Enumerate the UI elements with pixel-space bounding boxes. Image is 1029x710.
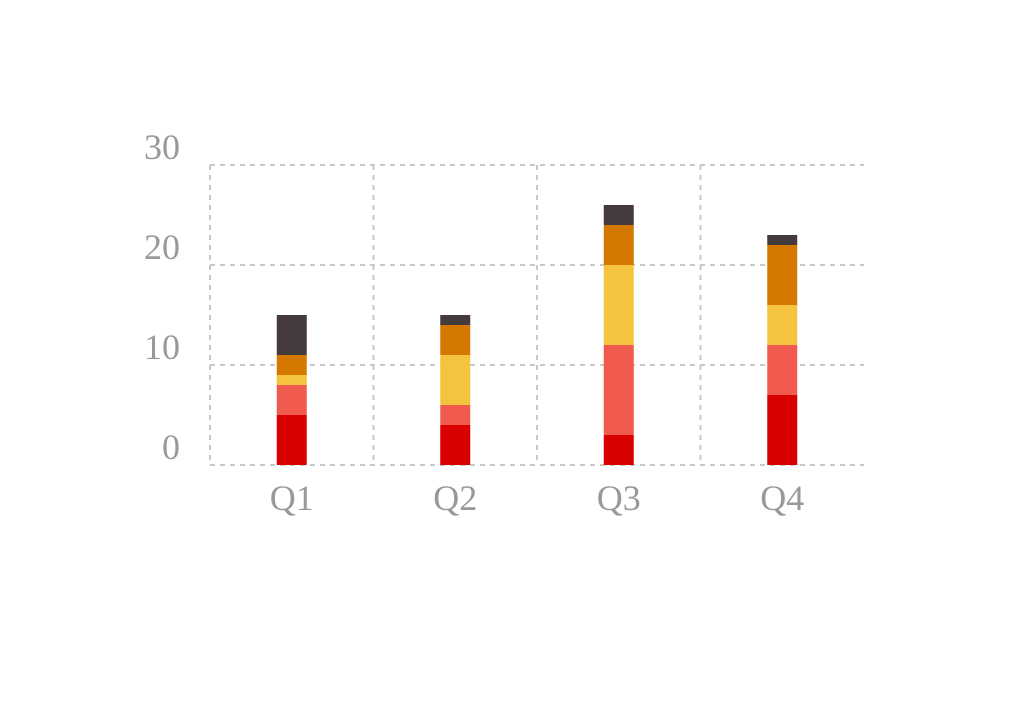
x-tick-label: Q4	[760, 478, 804, 518]
bar-segment-q1-series-3	[276, 375, 307, 385]
bar-segment-q2-series-1	[440, 425, 471, 465]
y-tick-label: 30	[144, 127, 180, 167]
x-tick-label: Q2	[433, 478, 477, 518]
bar-segment-q3-series-1	[603, 435, 634, 465]
bar-segment-q4-series-2	[767, 345, 798, 395]
bar-segment-q1-series-4	[276, 355, 307, 375]
bar-segment-q2-series-3	[440, 355, 471, 405]
bar-segment-q4-series-1	[767, 395, 798, 465]
bar-segment-q4-series-3	[767, 305, 798, 345]
y-tick-label: 10	[144, 327, 180, 367]
bar-segment-q4-series-5	[767, 235, 798, 245]
bar-segment-q3-series-2	[603, 345, 634, 435]
x-tick-label: Q1	[270, 478, 314, 518]
x-tick-label: Q3	[597, 478, 641, 518]
bar-segment-q2-series-2	[440, 405, 471, 425]
bar-segment-q4-series-4	[767, 245, 798, 305]
bar-segment-q2-series-4	[440, 325, 471, 355]
y-tick-label: 20	[144, 227, 180, 267]
y-tick-label: 0	[162, 427, 180, 467]
bar-segment-q3-series-5	[603, 205, 634, 225]
y-axis-tick-labels: 0 10 20 30	[144, 127, 180, 467]
grid	[209, 164, 864, 466]
bar-segment-q3-series-4	[603, 225, 634, 265]
bar-segment-q3-series-3	[603, 265, 634, 345]
bar-segment-q2-series-5	[440, 315, 471, 325]
bar-segment-q1-series-5	[276, 315, 307, 355]
bar-segment-q1-series-1	[276, 415, 307, 465]
bars	[276, 205, 798, 465]
bar-segment-q1-series-2	[276, 385, 307, 415]
x-axis-tick-labels: Q1 Q2 Q3 Q4	[270, 478, 805, 518]
